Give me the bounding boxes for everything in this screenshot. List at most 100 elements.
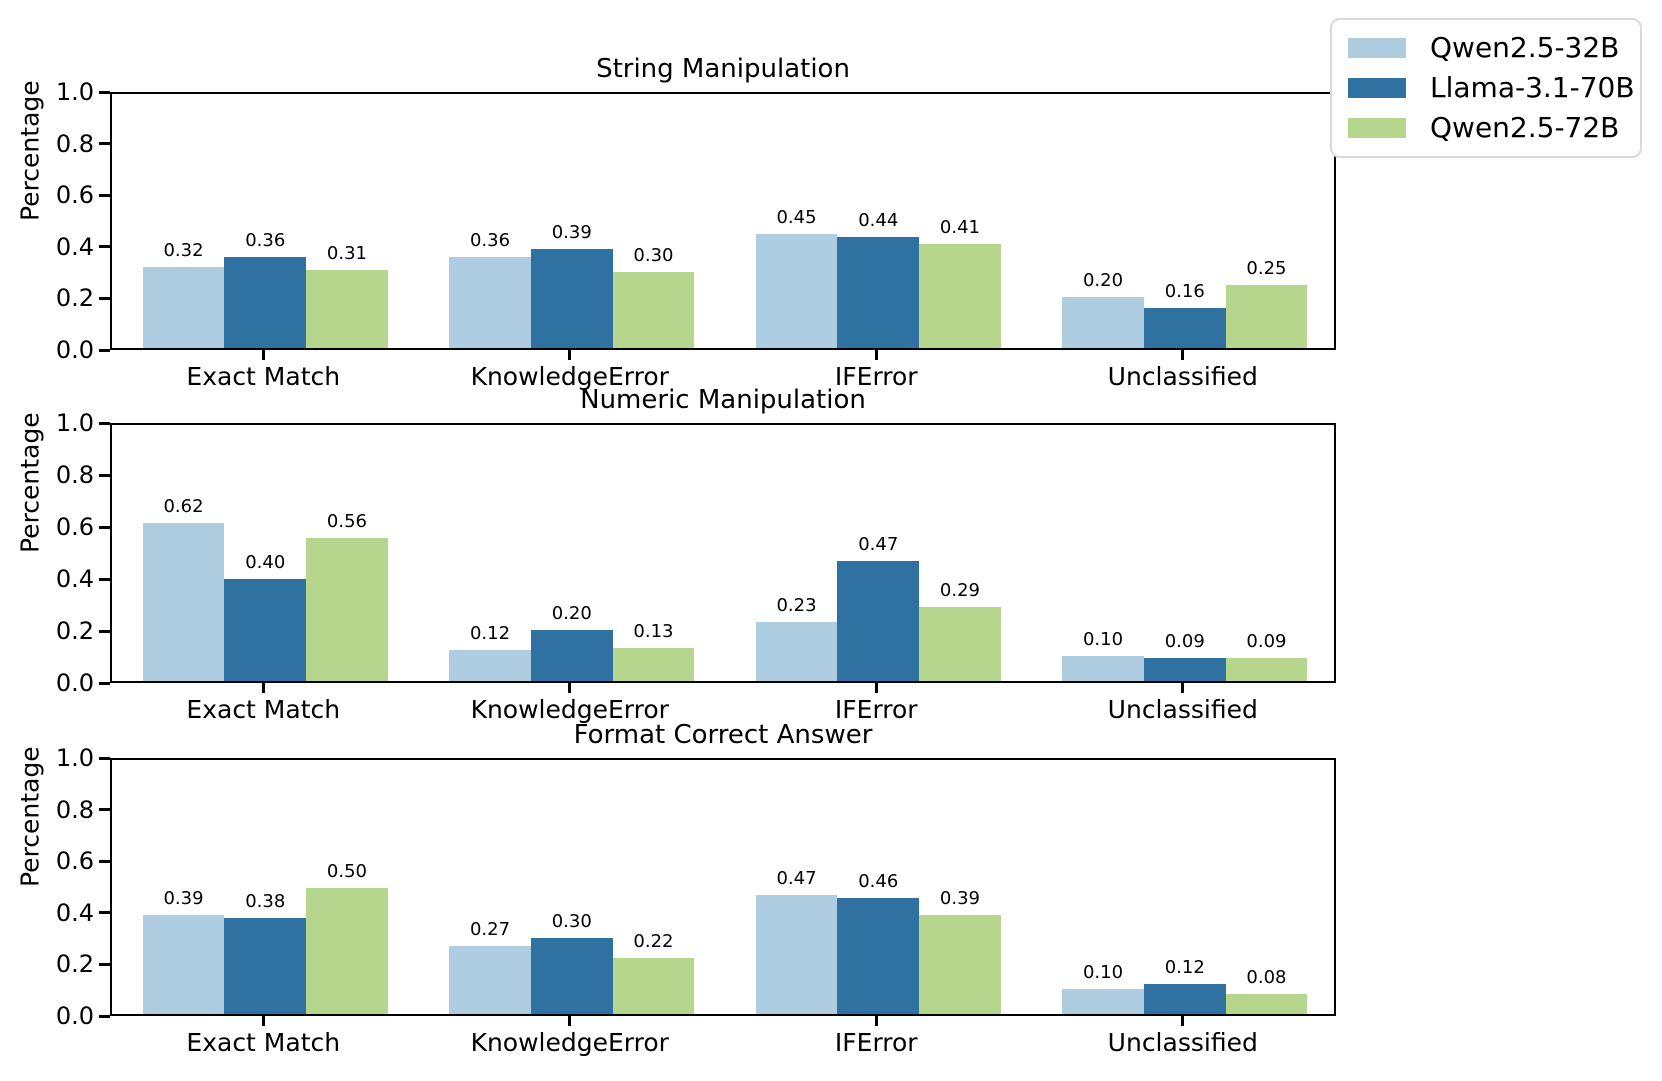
y-tick-mark — [99, 473, 110, 477]
y-tick-mark — [99, 756, 110, 760]
bar — [306, 538, 388, 681]
bar-value-label: 0.27 — [469, 918, 511, 940]
bar-value-label: 0.56 — [326, 511, 368, 533]
bar — [755, 895, 838, 1014]
bar — [1143, 307, 1226, 348]
y-tick-label: 0.2 — [55, 950, 94, 979]
bar — [1143, 983, 1226, 1014]
x-tick-mark — [874, 683, 878, 693]
legend: Qwen2.5-32B Llama-3.1-70B Qwen2.5-72B — [1330, 18, 1642, 158]
y-tick-mark — [99, 193, 110, 197]
x-tick-label: IFError — [834, 362, 918, 391]
y-tick-label: 0.2 — [55, 617, 94, 645]
bar-value-label: 0.62 — [163, 495, 204, 517]
bar-value-label: 0.39 — [163, 888, 204, 910]
y-tick-label: 0.6 — [55, 513, 94, 541]
legend-label: Llama-3.1-70B — [1430, 71, 1635, 104]
x-tick-mark — [874, 1016, 878, 1026]
bar-value-label: 0.40 — [245, 552, 286, 573]
bar — [306, 887, 388, 1014]
x-tick-label: Exact Match — [186, 695, 341, 724]
bar-value-label: 0.41 — [939, 217, 981, 239]
bar — [142, 915, 225, 1014]
y-tick-label: 0.4 — [55, 232, 94, 261]
y-tick-label: 0.0 — [55, 1002, 94, 1030]
y-tick-label: 0.4 — [55, 565, 94, 593]
y-tick-label: 0.8 — [55, 129, 94, 158]
bar-value-label: 0.31 — [326, 242, 368, 264]
bar — [1143, 658, 1226, 681]
x-tick-label: Exact Match — [186, 1028, 341, 1057]
y-tick-mark — [99, 348, 110, 352]
bar-value-label: 0.45 — [776, 207, 817, 229]
legend-swatch — [1348, 118, 1406, 138]
y-tick-mark — [99, 911, 110, 915]
bar-value-label: 0.47 — [776, 868, 817, 890]
bar — [837, 236, 920, 348]
bar — [1062, 988, 1144, 1014]
y-tick-mark — [99, 90, 110, 94]
bar-value-label: 0.22 — [633, 931, 674, 953]
bar — [919, 607, 1001, 681]
bar — [1225, 993, 1308, 1014]
x-tick-label: Unclassified — [1107, 695, 1258, 724]
bar-value-label: 0.10 — [1082, 628, 1124, 650]
legend-swatch — [1348, 38, 1406, 58]
bar-value-label: 0.08 — [1246, 966, 1287, 988]
bar — [1062, 297, 1144, 348]
y-tick-mark — [99, 577, 110, 581]
y-tick-label: 0.8 — [55, 795, 94, 824]
bar — [306, 269, 388, 348]
bar — [449, 650, 531, 681]
y-tick-mark — [99, 808, 110, 812]
y-tick-label: 1.0 — [55, 744, 94, 772]
bar-value-label: 0.20 — [551, 603, 592, 624]
y-tick-mark — [99, 1014, 110, 1018]
y-tick-label: 0.6 — [55, 847, 94, 876]
bar — [919, 244, 1001, 348]
y-tick-mark — [99, 525, 110, 529]
subplot-title: Format Correct Answer — [573, 720, 873, 750]
y-tick-label: 0.0 — [55, 336, 94, 364]
y-tick-mark — [99, 142, 110, 146]
y-tick-mark — [99, 859, 110, 863]
bar-value-label: 0.47 — [858, 534, 899, 556]
x-tick-mark — [261, 350, 265, 360]
subplot-title: Numeric Manipulation — [580, 385, 866, 415]
bar — [449, 256, 531, 348]
bar — [837, 897, 920, 1014]
legend-entry: Qwen2.5-32B — [1348, 32, 1624, 64]
plot-area: 0.32 0.36 0.45 0.20 0.36 0.39 0.44 0.16 0.31 0.30… — [112, 94, 1334, 348]
legend-swatch — [1348, 78, 1406, 98]
bar — [142, 267, 225, 348]
plot-area: 0.62 0.12 0.23 0.10 0.40 0.20 0.47 0.09 0.56 0.13… — [112, 425, 1334, 681]
bar-value-label: 0.10 — [1082, 961, 1124, 983]
legend-label: Qwen2.5-32B — [1430, 31, 1620, 64]
bar-value-label: 0.12 — [1164, 956, 1205, 978]
x-tick-mark — [1181, 1016, 1185, 1026]
y-tick-label: 1.0 — [55, 78, 94, 106]
x-tick-label: IFError — [834, 695, 918, 724]
y-tick-mark — [99, 681, 110, 685]
bar-value-label: 0.09 — [1164, 631, 1205, 653]
subplot-axes: 0.62 0.12 0.23 0.10 0.40 0.20 0.47 0.09 0.56 0.13… — [110, 423, 1336, 683]
bar — [1062, 655, 1144, 681]
bar-value-label: 0.36 — [245, 229, 286, 251]
bar — [142, 522, 225, 681]
bar — [1225, 658, 1308, 681]
legend-label: Qwen2.5-72B — [1430, 111, 1620, 144]
x-tick-label: IFError — [834, 1028, 918, 1057]
x-tick-mark — [261, 683, 265, 693]
bar-value-label: 0.09 — [1246, 631, 1287, 653]
bar-value-label: 0.13 — [633, 620, 674, 642]
bar-value-label: 0.44 — [858, 209, 899, 231]
y-tick-mark — [99, 296, 110, 300]
bar — [1225, 284, 1308, 348]
x-tick-label: KnowledgeError — [470, 695, 669, 724]
bar-value-label: 0.30 — [551, 911, 592, 933]
plot-area: 0.39 0.27 0.47 0.10 0.38 0.30 0.46 0.12 0.50 0.22… — [112, 760, 1334, 1014]
bar-value-label: 0.30 — [633, 245, 674, 267]
bar — [755, 234, 838, 348]
bar-value-label: 0.36 — [469, 229, 511, 251]
bar-value-label: 0.39 — [939, 888, 981, 910]
